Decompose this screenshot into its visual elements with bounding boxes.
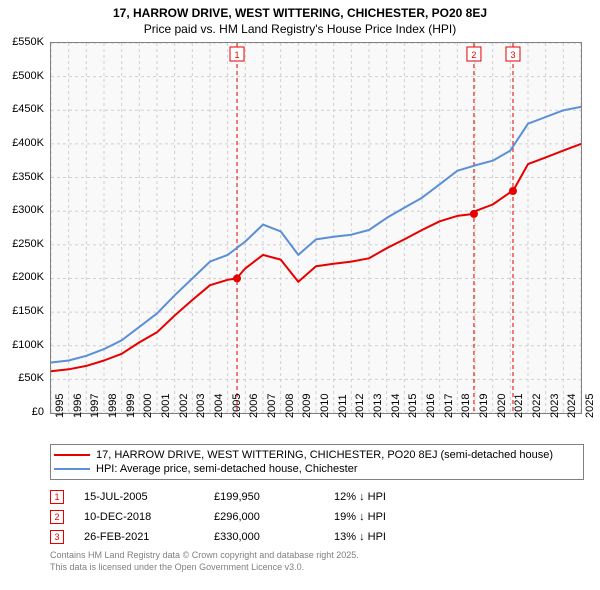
chart-container: 17, HARROW DRIVE, WEST WITTERING, CHICHE… [0, 6, 600, 573]
x-tick-label: 2001 [160, 394, 172, 418]
plot-area: 1 2 3 [50, 42, 582, 414]
event-row: 3 26-FEB-2021 £330,000 13% ↓ HPI [50, 530, 600, 544]
x-tick-label: 2020 [496, 394, 508, 418]
x-tick-label: 2021 [513, 394, 525, 418]
event-marker: 1 [50, 490, 64, 504]
x-tick-label: 1996 [72, 394, 84, 418]
footer-line2: This data is licensed under the Open Gov… [50, 562, 600, 574]
x-tick-label: 2006 [248, 394, 260, 418]
svg-text:3: 3 [510, 50, 515, 60]
x-tick-label: 2019 [478, 394, 490, 418]
x-tick-label: 2024 [566, 394, 578, 418]
y-tick-label: £150K [0, 305, 44, 317]
event-marker: 3 [50, 530, 64, 544]
x-tick-label: 1998 [107, 394, 119, 418]
chart-title-line2: Price paid vs. HM Land Registry's House … [0, 22, 600, 36]
x-tick-label: 2008 [284, 394, 296, 418]
event-diff: 19% ↓ HPI [334, 511, 454, 523]
x-tick-label: 2022 [531, 394, 543, 418]
event-price: £330,000 [214, 531, 314, 543]
event-date: 10-DEC-2018 [84, 511, 194, 523]
y-tick-label: £100K [0, 339, 44, 351]
legend-label: HPI: Average price, semi-detached house,… [96, 463, 358, 475]
event-date: 26-FEB-2021 [84, 531, 194, 543]
svg-text:1: 1 [235, 50, 240, 60]
x-axis-labels: 1995199619971998199920002001200220032004… [50, 414, 580, 444]
y-tick-label: £400K [0, 137, 44, 149]
x-tick-label: 2023 [549, 394, 561, 418]
legend-swatch [54, 454, 90, 456]
x-tick-label: 2013 [372, 394, 384, 418]
svg-text:2: 2 [471, 50, 476, 60]
x-tick-label: 2014 [390, 394, 402, 418]
event-row: 1 15-JUL-2005 £199,950 12% ↓ HPI [50, 490, 600, 504]
y-tick-label: £50K [0, 372, 44, 384]
y-tick-label: £200K [0, 271, 44, 283]
y-tick-label: £250K [0, 238, 44, 250]
event-row: 2 10-DEC-2018 £296,000 19% ↓ HPI [50, 510, 600, 524]
chart-title-line1: 17, HARROW DRIVE, WEST WITTERING, CHICHE… [0, 6, 600, 20]
chart-svg: 1 2 3 [51, 43, 581, 413]
y-tick-label: £350K [0, 171, 44, 183]
footer-line1: Contains HM Land Registry data © Crown c… [50, 550, 600, 562]
legend-item: 17, HARROW DRIVE, WEST WITTERING, CHICHE… [54, 448, 580, 462]
x-tick-label: 2010 [319, 394, 331, 418]
x-tick-label: 2000 [142, 394, 154, 418]
x-tick-label: 2007 [266, 394, 278, 418]
event-marker: 2 [50, 510, 64, 524]
y-tick-label: £500K [0, 70, 44, 82]
y-tick-label: £550K [0, 36, 44, 48]
x-tick-label: 2005 [231, 394, 243, 418]
x-tick-label: 1999 [125, 394, 137, 418]
event-diff: 13% ↓ HPI [334, 531, 454, 543]
x-tick-label: 2004 [213, 394, 225, 418]
x-tick-label: 1995 [54, 394, 66, 418]
x-tick-label: 2011 [337, 394, 349, 418]
event-price: £199,950 [214, 491, 314, 503]
x-tick-label: 2003 [195, 394, 207, 418]
x-tick-label: 2012 [354, 394, 366, 418]
x-tick-label: 2009 [301, 394, 313, 418]
footer-attribution: Contains HM Land Registry data © Crown c… [50, 550, 600, 573]
legend-label: 17, HARROW DRIVE, WEST WITTERING, CHICHE… [96, 449, 553, 461]
x-tick-label: 2015 [407, 394, 419, 418]
x-tick-label: 2002 [178, 394, 190, 418]
x-tick-label: 2017 [443, 394, 455, 418]
x-tick-label: 1997 [89, 394, 101, 418]
x-tick-label: 2018 [460, 394, 472, 418]
legend-item: HPI: Average price, semi-detached house,… [54, 462, 580, 476]
event-date: 15-JUL-2005 [84, 491, 194, 503]
y-axis-labels: £0£50K£100K£150K£200K£250K£300K£350K£400… [0, 42, 48, 412]
event-diff: 12% ↓ HPI [334, 491, 454, 503]
event-price: £296,000 [214, 511, 314, 523]
legend-swatch [54, 468, 90, 470]
y-tick-label: £300K [0, 204, 44, 216]
y-tick-label: £450K [0, 103, 44, 115]
x-tick-label: 2025 [584, 394, 596, 418]
legend: 17, HARROW DRIVE, WEST WITTERING, CHICHE… [50, 444, 584, 480]
y-tick-label: £0 [0, 406, 44, 418]
x-tick-label: 2016 [425, 394, 437, 418]
event-table: 1 15-JUL-2005 £199,950 12% ↓ HPI 2 10-DEC-201… [50, 490, 600, 544]
